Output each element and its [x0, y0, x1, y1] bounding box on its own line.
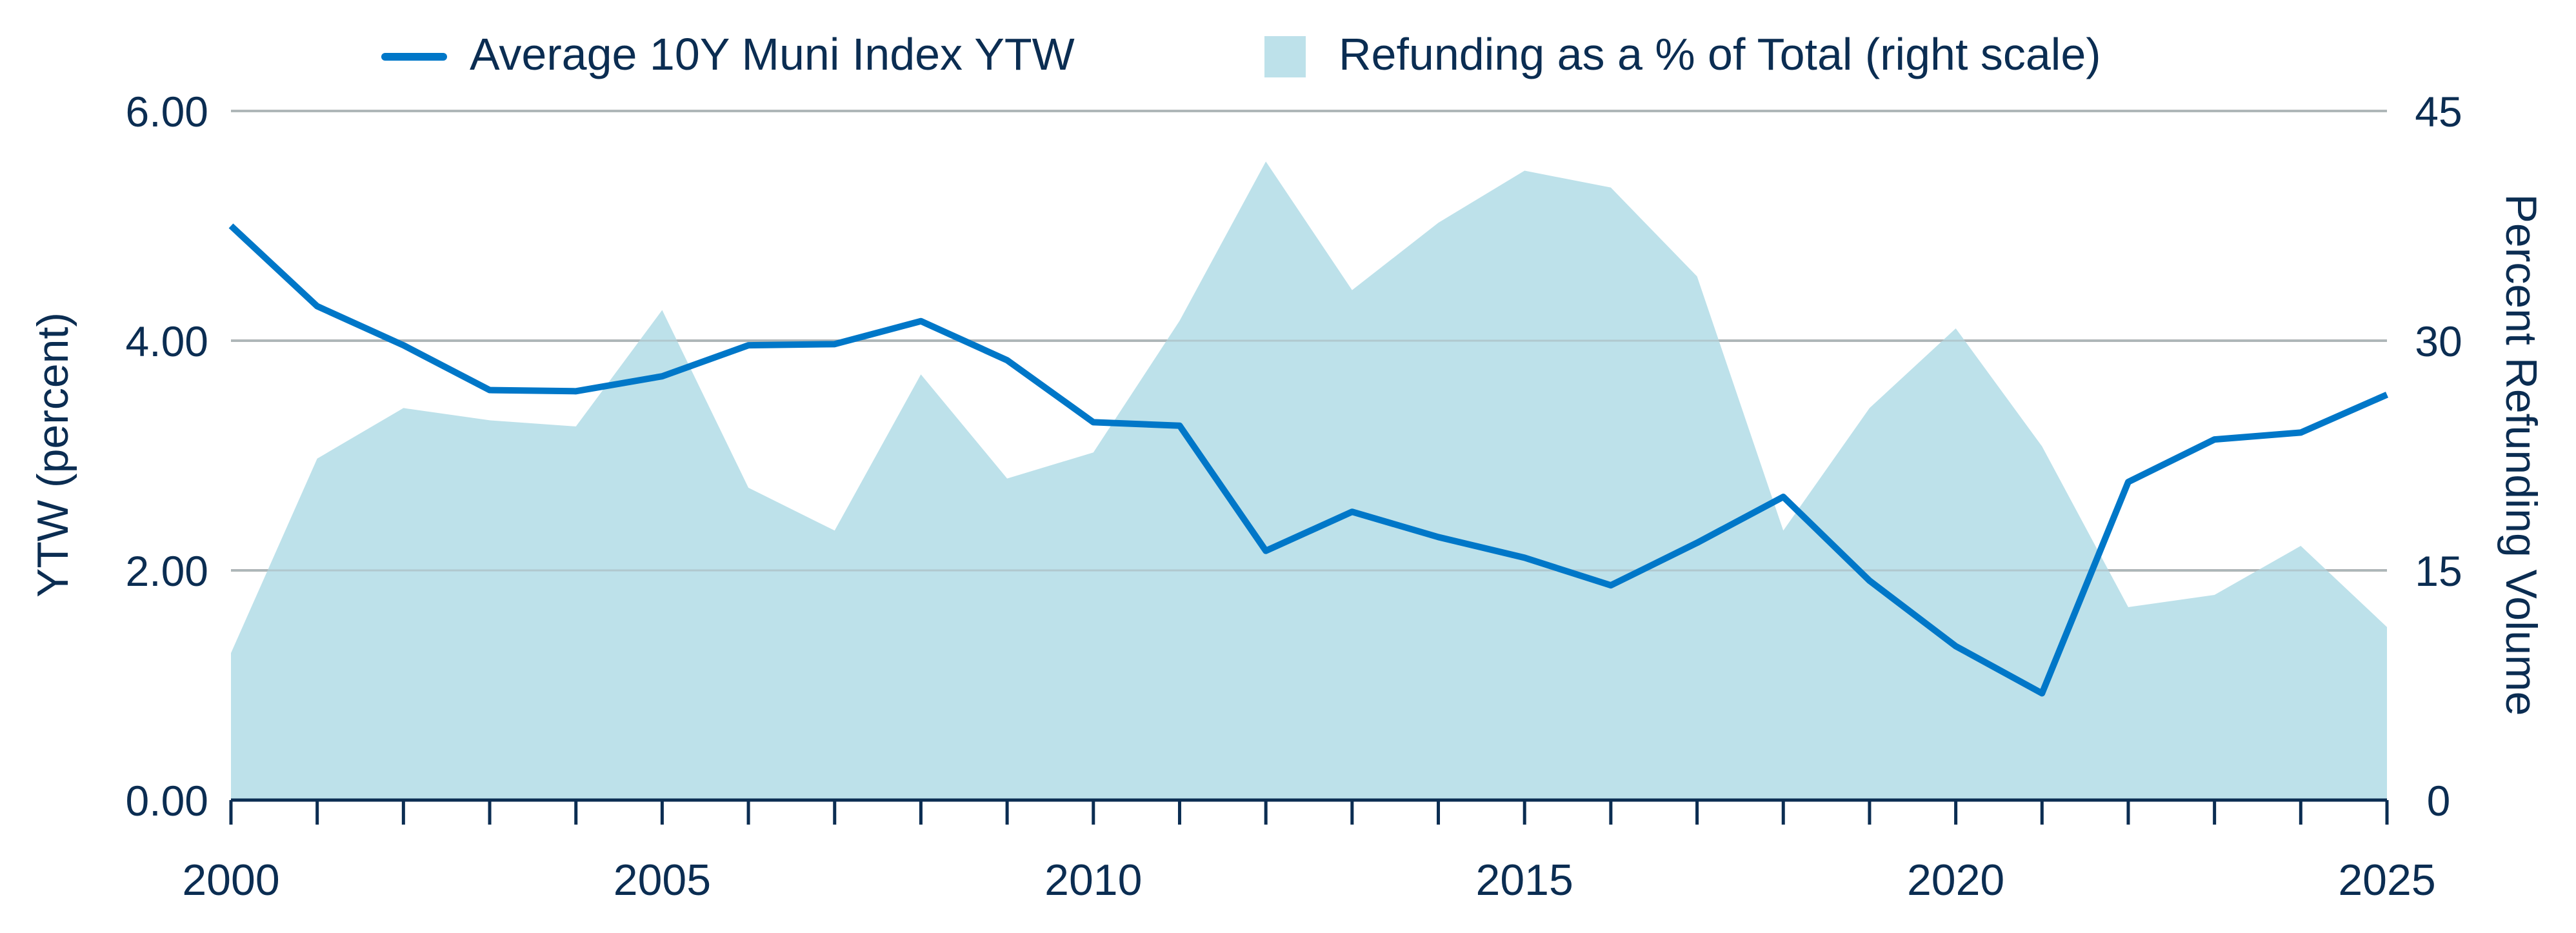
refunding-area	[231, 161, 2387, 800]
legend-area-swatch	[1264, 36, 1306, 77]
y2-tick-label: 45	[2415, 88, 2462, 135]
legend: Average 10Y Muni Index YTW Refunding as …	[385, 29, 2101, 79]
x-tick-label: 2000	[182, 856, 279, 905]
x-tick-label: 2015	[1476, 856, 1573, 905]
y-tick-label: 6.00	[126, 88, 208, 135]
legend-line-label: Average 10Y Muni Index YTW	[470, 29, 1075, 79]
y2-tick-label: 30	[2415, 317, 2462, 365]
x-tick-label: 2025	[2338, 856, 2435, 905]
legend-area-label: Refunding as a % of Total (right scale)	[1339, 29, 2101, 79]
y2-axis-label: Percent Refunding Volume	[2497, 194, 2546, 716]
y2-tick-label: 0	[2427, 777, 2451, 825]
y-tick-label: 2.00	[126, 547, 208, 595]
y-axis-label: YTW (percent)	[28, 312, 77, 597]
y-tick-label: 0.00	[126, 777, 208, 825]
x-tick-label: 2020	[1907, 856, 2004, 905]
x-tick-label: 2005	[614, 856, 711, 905]
y2-tick-label: 15	[2415, 547, 2462, 595]
x-tick-label: 2010	[1044, 856, 1142, 905]
y-tick-label: 4.00	[126, 317, 208, 365]
